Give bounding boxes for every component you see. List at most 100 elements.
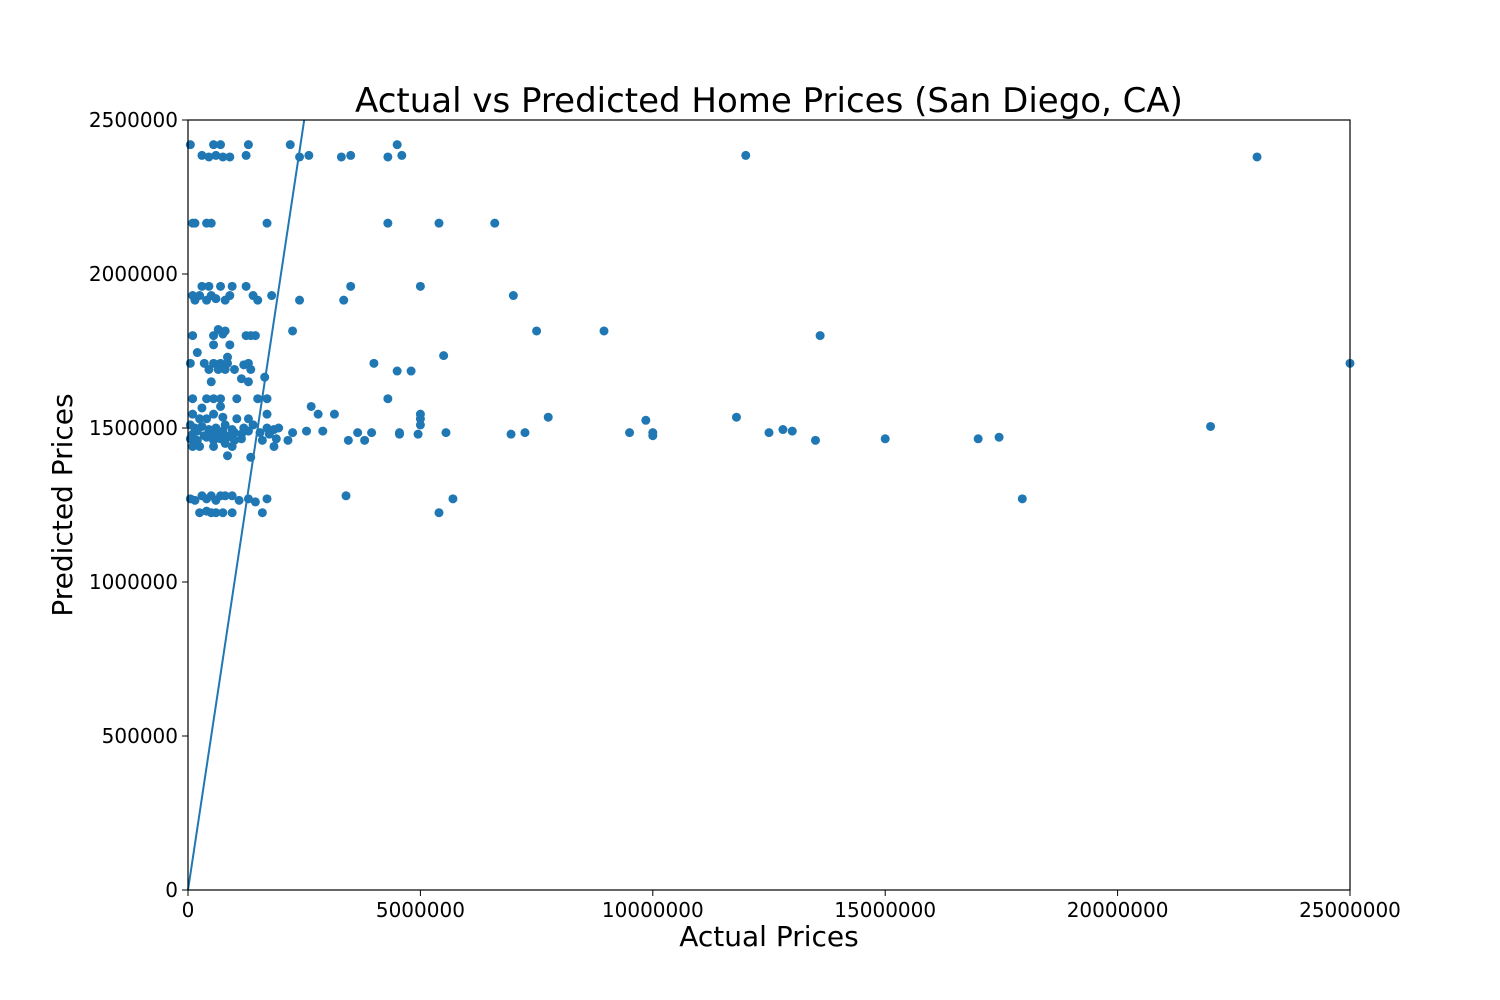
data-point <box>318 426 328 436</box>
data-points <box>185 140 1355 518</box>
data-point <box>223 352 233 362</box>
data-point <box>246 364 256 374</box>
y-tick-label: 2500000 <box>89 108 178 132</box>
data-point <box>262 394 272 404</box>
data-point <box>434 218 444 228</box>
data-point <box>229 364 239 374</box>
data-point <box>195 291 205 301</box>
data-point <box>406 366 416 376</box>
data-point <box>229 428 239 438</box>
data-point <box>336 152 346 162</box>
data-point <box>648 431 658 441</box>
data-point <box>641 415 651 425</box>
data-point <box>192 426 202 436</box>
data-point <box>218 412 228 422</box>
data-point <box>764 428 774 438</box>
data-point <box>197 281 207 291</box>
data-point <box>731 412 741 422</box>
data-point <box>243 377 253 387</box>
data-point <box>288 428 298 438</box>
x-tick-label: 0 <box>182 898 195 922</box>
data-point <box>216 140 226 150</box>
data-point <box>339 295 349 305</box>
data-point <box>288 326 298 336</box>
data-point <box>253 295 263 305</box>
data-point <box>227 281 237 291</box>
data-point <box>209 140 219 150</box>
data-point <box>271 434 281 444</box>
data-point <box>441 428 451 438</box>
data-point <box>232 394 242 404</box>
data-point <box>741 150 751 160</box>
data-point <box>241 150 251 160</box>
data-point <box>250 497 260 507</box>
data-point <box>1252 152 1262 162</box>
data-point <box>209 409 219 419</box>
data-point <box>302 426 312 436</box>
data-point <box>369 358 379 368</box>
x-axis-title: Actual Prices <box>679 920 859 953</box>
data-point <box>599 326 609 336</box>
reference-line <box>187 119 306 891</box>
data-point <box>209 340 219 350</box>
data-point <box>1206 421 1216 431</box>
data-point <box>383 218 393 228</box>
data-point <box>415 420 425 430</box>
data-point <box>283 435 293 445</box>
data-point <box>243 414 253 424</box>
data-point <box>204 364 214 374</box>
data-point <box>225 152 235 162</box>
data-point <box>415 281 425 291</box>
data-point <box>206 377 216 387</box>
data-point <box>415 414 425 424</box>
data-point <box>243 426 253 436</box>
data-point <box>232 414 242 424</box>
data-point <box>383 394 393 404</box>
data-point <box>223 358 233 368</box>
data-point <box>216 281 226 291</box>
data-point <box>218 152 228 162</box>
data-point <box>448 494 458 504</box>
data-point <box>218 426 228 436</box>
data-point <box>195 508 205 518</box>
data-point <box>188 331 198 341</box>
y-tick-label: 0 <box>165 878 178 902</box>
data-point <box>341 491 351 501</box>
data-point <box>994 432 1004 442</box>
data-point <box>304 150 314 160</box>
y-tick-label: 1500000 <box>89 416 178 440</box>
data-point <box>190 495 200 505</box>
data-point <box>197 403 207 413</box>
data-point <box>220 326 230 336</box>
data-point <box>220 438 230 448</box>
data-point <box>787 426 797 436</box>
y-axis-title: Predicted Prices <box>46 393 79 616</box>
x-tick-label: 10000000 <box>602 898 704 922</box>
data-point <box>192 348 202 358</box>
data-point <box>313 409 323 419</box>
data-point <box>209 358 219 368</box>
data-point <box>880 434 890 444</box>
data-point <box>195 414 205 424</box>
data-point <box>506 429 516 439</box>
data-point <box>262 494 272 504</box>
x-tick-label: 15000000 <box>834 898 936 922</box>
data-point <box>188 441 198 451</box>
data-point <box>262 409 272 419</box>
data-point <box>1017 494 1027 504</box>
data-point <box>394 429 404 439</box>
x-tick-label: 5000000 <box>376 898 465 922</box>
data-point <box>243 140 253 150</box>
data-point <box>262 218 272 228</box>
data-point <box>346 150 356 160</box>
data-point <box>216 394 226 404</box>
data-point <box>202 414 212 424</box>
x-tick-label: 20000000 <box>1067 898 1169 922</box>
data-point <box>508 291 518 301</box>
data-point <box>236 434 246 444</box>
data-point <box>220 491 230 501</box>
data-point <box>209 435 219 445</box>
data-point <box>625 428 635 438</box>
data-point <box>211 150 221 160</box>
